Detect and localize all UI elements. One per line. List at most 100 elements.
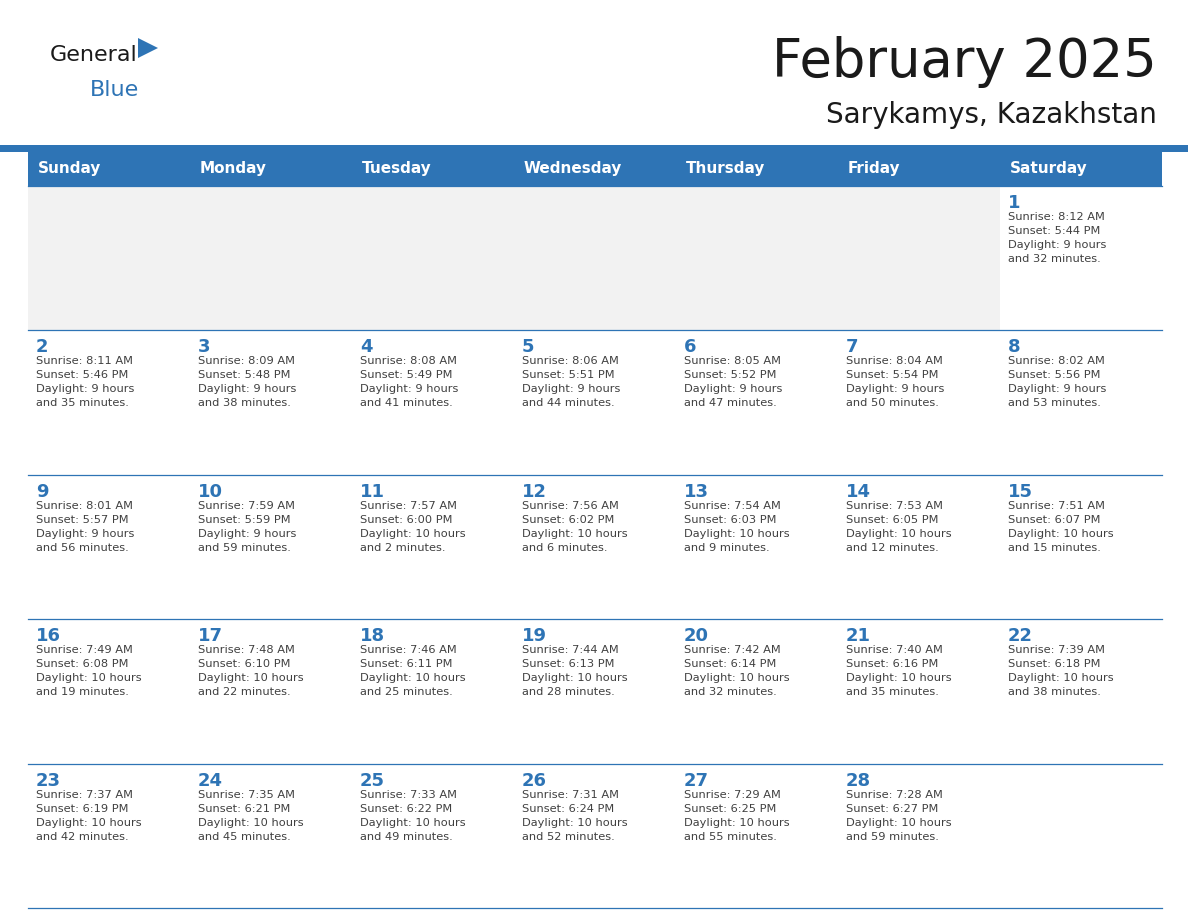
Text: Tuesday: Tuesday <box>362 162 431 176</box>
Text: Sarykamys, Kazakhstan: Sarykamys, Kazakhstan <box>826 101 1157 129</box>
Text: Sunrise: 7:59 AM
Sunset: 5:59 PM
Daylight: 9 hours
and 59 minutes.: Sunrise: 7:59 AM Sunset: 5:59 PM Dayligh… <box>198 501 296 553</box>
Bar <box>676 152 838 186</box>
Bar <box>676 330 838 475</box>
Bar <box>29 152 190 186</box>
Text: Sunrise: 8:04 AM
Sunset: 5:54 PM
Daylight: 9 hours
and 50 minutes.: Sunrise: 8:04 AM Sunset: 5:54 PM Dayligh… <box>846 356 944 409</box>
Text: Sunrise: 7:51 AM
Sunset: 6:07 PM
Daylight: 10 hours
and 15 minutes.: Sunrise: 7:51 AM Sunset: 6:07 PM Dayligh… <box>1007 501 1113 553</box>
Bar <box>514 152 676 186</box>
Text: Sunrise: 7:31 AM
Sunset: 6:24 PM
Daylight: 10 hours
and 52 minutes.: Sunrise: 7:31 AM Sunset: 6:24 PM Dayligh… <box>522 789 627 842</box>
Text: Sunrise: 7:54 AM
Sunset: 6:03 PM
Daylight: 10 hours
and 9 minutes.: Sunrise: 7:54 AM Sunset: 6:03 PM Dayligh… <box>684 501 790 553</box>
Bar <box>1000 620 1162 764</box>
Text: Sunrise: 7:39 AM
Sunset: 6:18 PM
Daylight: 10 hours
and 38 minutes.: Sunrise: 7:39 AM Sunset: 6:18 PM Dayligh… <box>1007 645 1113 697</box>
Bar <box>190 330 352 475</box>
Text: 16: 16 <box>36 627 61 645</box>
Text: 22: 22 <box>1007 627 1034 645</box>
Bar <box>514 764 676 908</box>
Bar <box>29 620 190 764</box>
Text: 19: 19 <box>522 627 546 645</box>
Bar <box>352 152 514 186</box>
Text: Sunday: Sunday <box>38 162 101 176</box>
Text: Sunrise: 7:29 AM
Sunset: 6:25 PM
Daylight: 10 hours
and 55 minutes.: Sunrise: 7:29 AM Sunset: 6:25 PM Dayligh… <box>684 789 790 842</box>
Text: Sunrise: 7:56 AM
Sunset: 6:02 PM
Daylight: 10 hours
and 6 minutes.: Sunrise: 7:56 AM Sunset: 6:02 PM Dayligh… <box>522 501 627 553</box>
Bar <box>352 330 514 475</box>
Text: Friday: Friday <box>848 162 901 176</box>
Text: 2: 2 <box>36 339 49 356</box>
Bar <box>29 475 190 620</box>
Text: 5: 5 <box>522 339 535 356</box>
Text: 27: 27 <box>684 772 709 789</box>
Text: Thursday: Thursday <box>685 162 765 176</box>
Text: 20: 20 <box>684 627 709 645</box>
Text: 28: 28 <box>846 772 871 789</box>
Text: 18: 18 <box>360 627 385 645</box>
Text: 11: 11 <box>360 483 385 501</box>
Bar <box>1000 764 1162 908</box>
Text: Sunrise: 7:49 AM
Sunset: 6:08 PM
Daylight: 10 hours
and 19 minutes.: Sunrise: 7:49 AM Sunset: 6:08 PM Dayligh… <box>36 645 141 697</box>
Text: February 2025: February 2025 <box>772 36 1157 88</box>
Text: Sunrise: 7:33 AM
Sunset: 6:22 PM
Daylight: 10 hours
and 49 minutes.: Sunrise: 7:33 AM Sunset: 6:22 PM Dayligh… <box>360 789 466 842</box>
Bar <box>676 186 838 330</box>
Bar <box>838 764 1000 908</box>
Text: Sunrise: 8:05 AM
Sunset: 5:52 PM
Daylight: 9 hours
and 47 minutes.: Sunrise: 8:05 AM Sunset: 5:52 PM Dayligh… <box>684 356 783 409</box>
Text: Sunrise: 8:06 AM
Sunset: 5:51 PM
Daylight: 9 hours
and 44 minutes.: Sunrise: 8:06 AM Sunset: 5:51 PM Dayligh… <box>522 356 620 409</box>
Bar <box>190 475 352 620</box>
Text: 23: 23 <box>36 772 61 789</box>
Text: Sunrise: 7:37 AM
Sunset: 6:19 PM
Daylight: 10 hours
and 42 minutes.: Sunrise: 7:37 AM Sunset: 6:19 PM Dayligh… <box>36 789 141 842</box>
Text: Sunrise: 8:09 AM
Sunset: 5:48 PM
Daylight: 9 hours
and 38 minutes.: Sunrise: 8:09 AM Sunset: 5:48 PM Dayligh… <box>198 356 296 409</box>
Bar <box>838 475 1000 620</box>
Bar <box>1000 186 1162 330</box>
Bar <box>29 330 190 475</box>
Bar <box>838 152 1000 186</box>
Bar <box>352 186 514 330</box>
Text: Sunrise: 7:46 AM
Sunset: 6:11 PM
Daylight: 10 hours
and 25 minutes.: Sunrise: 7:46 AM Sunset: 6:11 PM Dayligh… <box>360 645 466 697</box>
Text: Wednesday: Wednesday <box>524 162 623 176</box>
Text: Sunrise: 7:42 AM
Sunset: 6:14 PM
Daylight: 10 hours
and 32 minutes.: Sunrise: 7:42 AM Sunset: 6:14 PM Dayligh… <box>684 645 790 697</box>
Text: 9: 9 <box>36 483 49 501</box>
Bar <box>676 620 838 764</box>
Bar <box>514 186 676 330</box>
Text: 26: 26 <box>522 772 546 789</box>
Bar <box>190 620 352 764</box>
Bar <box>352 764 514 908</box>
Bar <box>676 475 838 620</box>
Bar <box>0 145 1188 152</box>
Text: Sunrise: 8:02 AM
Sunset: 5:56 PM
Daylight: 9 hours
and 53 minutes.: Sunrise: 8:02 AM Sunset: 5:56 PM Dayligh… <box>1007 356 1106 409</box>
Bar <box>838 620 1000 764</box>
Text: 24: 24 <box>198 772 223 789</box>
Text: 6: 6 <box>684 339 696 356</box>
Text: Sunrise: 8:12 AM
Sunset: 5:44 PM
Daylight: 9 hours
and 32 minutes.: Sunrise: 8:12 AM Sunset: 5:44 PM Dayligh… <box>1007 212 1106 264</box>
Bar <box>29 186 190 330</box>
Bar <box>190 152 352 186</box>
Bar <box>29 764 190 908</box>
Text: Sunrise: 8:11 AM
Sunset: 5:46 PM
Daylight: 9 hours
and 35 minutes.: Sunrise: 8:11 AM Sunset: 5:46 PM Dayligh… <box>36 356 134 409</box>
Text: 12: 12 <box>522 483 546 501</box>
Bar <box>352 620 514 764</box>
Text: Sunrise: 7:57 AM
Sunset: 6:00 PM
Daylight: 10 hours
and 2 minutes.: Sunrise: 7:57 AM Sunset: 6:00 PM Dayligh… <box>360 501 466 553</box>
Text: 3: 3 <box>198 339 210 356</box>
Text: Sunrise: 7:48 AM
Sunset: 6:10 PM
Daylight: 10 hours
and 22 minutes.: Sunrise: 7:48 AM Sunset: 6:10 PM Dayligh… <box>198 645 304 697</box>
Text: Sunrise: 7:53 AM
Sunset: 6:05 PM
Daylight: 10 hours
and 12 minutes.: Sunrise: 7:53 AM Sunset: 6:05 PM Dayligh… <box>846 501 952 553</box>
Bar <box>838 186 1000 330</box>
Bar <box>1000 152 1162 186</box>
Text: 21: 21 <box>846 627 871 645</box>
Text: Sunrise: 7:40 AM
Sunset: 6:16 PM
Daylight: 10 hours
and 35 minutes.: Sunrise: 7:40 AM Sunset: 6:16 PM Dayligh… <box>846 645 952 697</box>
Bar <box>190 764 352 908</box>
Bar <box>352 475 514 620</box>
Text: 4: 4 <box>360 339 373 356</box>
Text: General: General <box>50 45 138 65</box>
Bar <box>190 186 352 330</box>
Bar <box>514 330 676 475</box>
Text: 7: 7 <box>846 339 859 356</box>
Text: 1: 1 <box>1007 194 1020 212</box>
Bar <box>514 620 676 764</box>
Text: 10: 10 <box>198 483 223 501</box>
Bar <box>514 475 676 620</box>
Text: 25: 25 <box>360 772 385 789</box>
Text: 15: 15 <box>1007 483 1034 501</box>
Bar <box>838 330 1000 475</box>
Text: Sunrise: 7:35 AM
Sunset: 6:21 PM
Daylight: 10 hours
and 45 minutes.: Sunrise: 7:35 AM Sunset: 6:21 PM Dayligh… <box>198 789 304 842</box>
Text: Sunrise: 8:01 AM
Sunset: 5:57 PM
Daylight: 9 hours
and 56 minutes.: Sunrise: 8:01 AM Sunset: 5:57 PM Dayligh… <box>36 501 134 553</box>
Text: Sunrise: 7:44 AM
Sunset: 6:13 PM
Daylight: 10 hours
and 28 minutes.: Sunrise: 7:44 AM Sunset: 6:13 PM Dayligh… <box>522 645 627 697</box>
Text: Blue: Blue <box>90 80 139 100</box>
Text: Monday: Monday <box>200 162 267 176</box>
